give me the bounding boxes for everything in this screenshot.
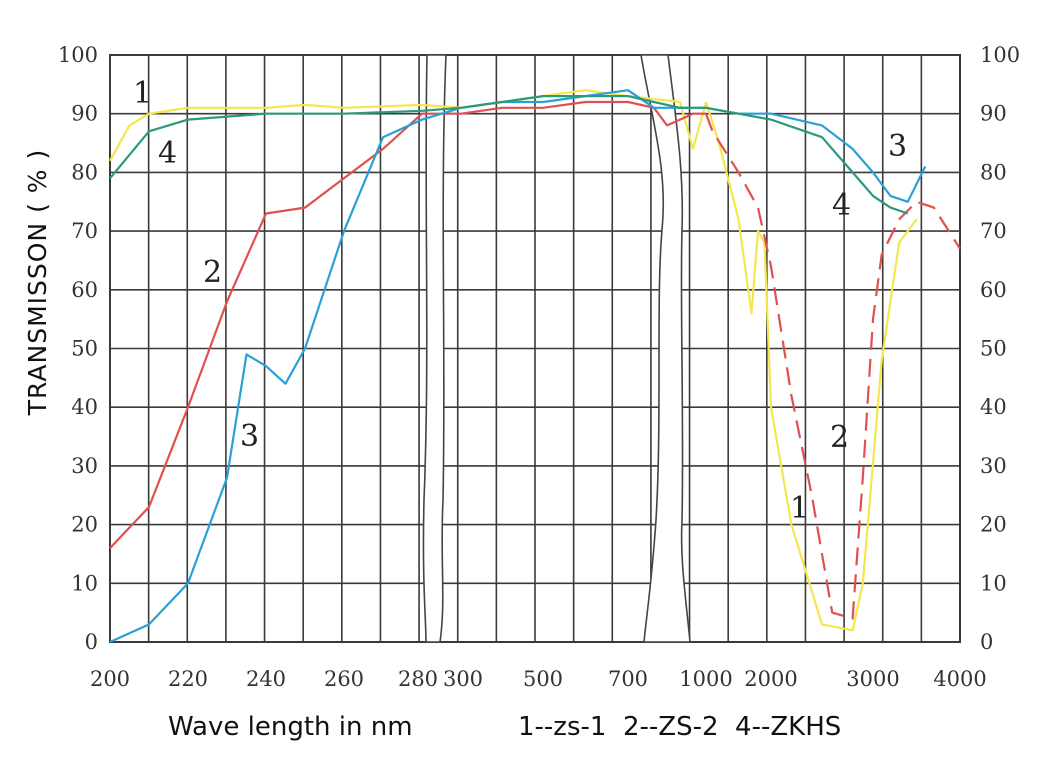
series-line-2: [109, 100, 706, 549]
curve-label-1-right: 1: [790, 491, 809, 526]
curve-label-2-right: 2: [830, 420, 849, 455]
y-tick-label-left: 50: [71, 337, 98, 361]
x-tick-label: 500: [523, 667, 563, 691]
curve-label-1-left: 1: [133, 76, 152, 111]
y-tick-label-right: 100: [980, 43, 1020, 67]
y-tick-label-left: 90: [71, 102, 98, 126]
curve-label-3-left: 3: [240, 419, 259, 454]
y-tick-label-right: 70: [980, 219, 1007, 243]
x-tick-label: 240: [246, 667, 286, 691]
axis-break-280-300: [422, 54, 447, 643]
series-line-1-ir: [704, 101, 918, 632]
y-tick-label-right: 50: [980, 337, 1007, 361]
axis-break-band-right: [640, 54, 691, 643]
x-tick-label: 4000: [933, 667, 986, 691]
y-tick-label-right: 20: [980, 513, 1007, 537]
curve-label-4-right: 4: [832, 188, 851, 223]
x-tick-label: 3000: [846, 667, 899, 691]
y-tick-label-right: 60: [980, 278, 1007, 302]
axis-break-700-1000: [640, 54, 691, 643]
x-tick-label: 2000: [744, 667, 797, 691]
x-tick-label: 300: [443, 667, 483, 691]
series-line-1: [109, 89, 708, 162]
x-tick-label: 700: [608, 667, 648, 691]
y-tick-label-left: 100: [58, 43, 98, 67]
y-tick-label-right: 30: [980, 454, 1007, 478]
y-tick-labels-right: 0 10 20 30 40 50 60 70 80 90 100: [980, 43, 1020, 654]
x-tick-label: 260: [324, 667, 364, 691]
y-tick-label-left: 20: [71, 513, 98, 537]
y-tick-label-right: 40: [980, 395, 1007, 419]
series-line-2-ir: [704, 113, 961, 620]
y-tick-label-right: 80: [980, 160, 1007, 184]
y-tick-labels-left: 0 10 20 30 40 50 60 70 80 90 100: [58, 43, 98, 654]
y-tick-label-left: 80: [71, 160, 98, 184]
y-tick-label-right: 10: [980, 571, 1007, 595]
series-line-4: [109, 95, 909, 215]
grid: [109, 54, 961, 643]
x-tick-label: 200: [90, 667, 130, 691]
curve-label-4-left: 4: [158, 136, 177, 171]
y-axis-title: TRANSMISSON ( % ): [23, 149, 52, 416]
y-tick-label-right: 90: [980, 102, 1007, 126]
y-tick-label-left: 70: [71, 219, 98, 243]
y-tick-label-left: 0: [85, 630, 98, 654]
curve-label-3-right: 3: [888, 129, 907, 164]
series-layer: [109, 89, 961, 644]
axis-break-band-left: [422, 54, 447, 643]
x-tick-labels: 200 220 240 260 280 300 500 700 1000 2000 3000 4000: [90, 667, 987, 691]
y-tick-label-left: 10: [71, 571, 98, 595]
y-tick-label-left: 30: [71, 454, 98, 478]
x-tick-label: 1000: [679, 667, 732, 691]
y-tick-label-right: 0: [980, 630, 993, 654]
series-line-3: [109, 89, 927, 644]
legend: 1--zs-1 2--ZS-2 4--ZKHS: [518, 712, 841, 742]
x-axis-title: Wave length in nm: [168, 712, 413, 742]
curve-label-2-left: 2: [203, 255, 222, 290]
y-tick-label-left: 60: [71, 278, 98, 302]
x-tick-label: 220: [168, 667, 208, 691]
x-tick-label: 280: [398, 667, 438, 691]
y-tick-label-left: 40: [71, 395, 98, 419]
